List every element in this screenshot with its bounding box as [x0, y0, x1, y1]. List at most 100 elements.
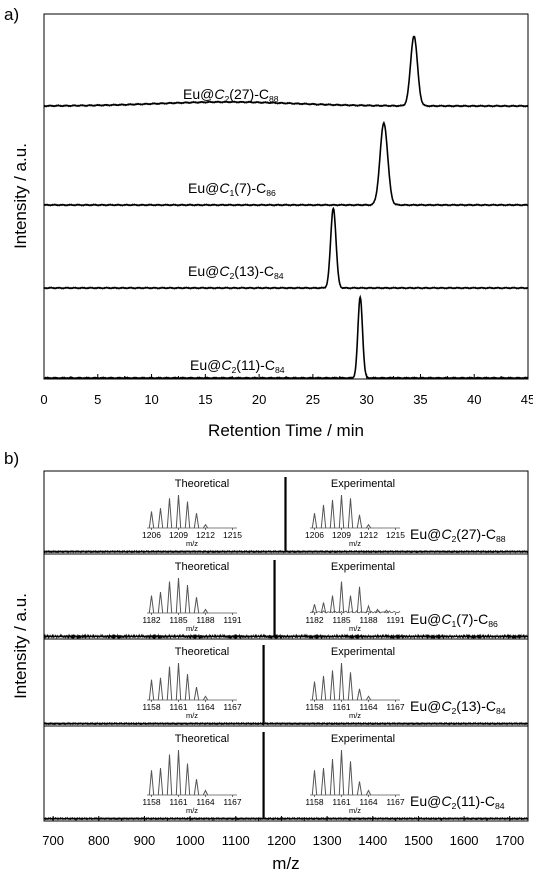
isotope-peak — [320, 675, 327, 701]
inset-tick-label: 1206 — [142, 530, 161, 540]
isotope-peak — [356, 586, 363, 614]
isotope-peak — [311, 604, 318, 614]
inset-tick-label: 1164 — [359, 702, 378, 712]
y-axis-label-a: Intensity / a.u. — [11, 143, 30, 249]
isotope-peak — [193, 513, 200, 529]
inset-tick-label: 1158 — [305, 702, 324, 712]
x-tick-label-b: 1500 — [404, 833, 433, 848]
isotope-peak — [184, 584, 191, 614]
inset-tick-label: 1161 — [332, 702, 351, 712]
theoretical-isotope-inset: 1182 1185 1188 1191 m/z Theoretical — [142, 561, 242, 633]
isotope-peak — [157, 767, 164, 796]
inset-tick-label: 1158 — [305, 797, 324, 807]
experimental-label: Experimental — [331, 478, 395, 490]
mass-spectrum-trace — [43, 559, 529, 640]
isotope-peak — [157, 677, 164, 701]
chromatogram-trace — [43, 294, 529, 380]
isotope-peak — [184, 674, 191, 701]
isotope-peak — [202, 789, 209, 796]
isotope-peak — [365, 695, 372, 701]
inset-tick-label: 1161 — [169, 702, 188, 712]
x-tick-label-b: 1300 — [313, 833, 342, 848]
compound-label: Eu@C2(13)-C84 — [410, 698, 506, 716]
isotope-peak — [329, 499, 336, 529]
plot-frame-a — [43, 13, 529, 380]
inset-axis-label: m/z — [349, 624, 361, 633]
isotope-peak — [193, 597, 200, 614]
compound-label: Eu@C1(7)-C86 — [410, 611, 498, 629]
x-tick-label-b: 700 — [42, 833, 64, 848]
isotope-peak — [365, 789, 372, 796]
x-tick-label-a: 40 — [467, 392, 481, 407]
inset-tick-label: 1215 — [386, 530, 405, 540]
plot-frame-b — [43, 470, 529, 822]
isotope-peak — [347, 761, 354, 796]
inset-tick-label: 1167 — [223, 797, 242, 807]
mass-spectrum-trace — [43, 644, 529, 727]
theoretical-isotope-inset: 1158 1161 1164 1167 m/z Theoretical — [142, 733, 242, 815]
x-tick-label-b: 1200 — [267, 833, 296, 848]
x-tick-label-a: 25 — [306, 392, 320, 407]
isotope-peak — [202, 695, 209, 701]
theoretical-label: Theoretical — [175, 733, 229, 745]
isotope-peak — [166, 666, 173, 701]
isotope-peak — [347, 672, 354, 701]
inset-tick-label: 1164 — [359, 797, 378, 807]
inset-axis-label: m/z — [349, 539, 361, 548]
inset-tick-label: 1167 — [386, 797, 405, 807]
inset-axis-label: m/z — [349, 806, 361, 815]
x-tick-label-a: 15 — [198, 392, 212, 407]
isotope-peak — [365, 523, 372, 529]
experimental-isotope-inset: 1206 1209 1212 1215 m/z Experimental — [305, 478, 405, 548]
isotope-peak — [338, 581, 345, 614]
x-tick-label-a: 45 — [521, 392, 533, 407]
isotope-peak — [166, 581, 173, 614]
isotope-peak — [175, 494, 182, 529]
isotope-peak — [184, 763, 191, 796]
isotope-peak — [175, 577, 182, 614]
x-tick-label-a: 30 — [359, 392, 373, 407]
inset-tick-label: 1191 — [386, 615, 405, 625]
x-tick-label-b: 900 — [134, 833, 156, 848]
theoretical-label: Theoretical — [175, 646, 229, 658]
isotope-peak — [311, 513, 318, 529]
isotope-peak — [202, 608, 209, 614]
experimental-isotope-inset: 1158 1161 1164 1167 m/z Experimental — [305, 646, 405, 720]
x-tick-label-b: 800 — [88, 833, 110, 848]
inset-axis-label: m/z — [186, 806, 198, 815]
chromatogram-trace — [43, 35, 529, 108]
inset-tick-label: 1209 — [332, 530, 351, 540]
chromatogram-trace — [43, 206, 529, 290]
x-tick-label-b: 1600 — [450, 833, 479, 848]
isotope-peak — [166, 498, 173, 529]
isotope-peak — [347, 595, 354, 614]
y-axis-label-b: Intensity / a.u. — [11, 593, 30, 699]
inset-tick-label: 1161 — [332, 797, 351, 807]
inset-tick-label: 1182 — [305, 615, 324, 625]
isotope-peak — [193, 686, 200, 701]
isotope-peak — [320, 602, 327, 614]
experimental-label: Experimental — [331, 646, 395, 658]
isotope-peak — [148, 770, 155, 796]
compound-label: Eu@C2(11)-C84 — [410, 793, 505, 811]
isotope-peak — [347, 498, 354, 529]
x-tick-label-b: 1000 — [176, 833, 205, 848]
panel-label-a: a) — [4, 5, 19, 24]
inset-tick-label: 1185 — [332, 615, 351, 625]
isotope-peak — [157, 591, 164, 614]
inset-axis-label: m/z — [349, 711, 361, 720]
inset-tick-label: 1182 — [142, 615, 161, 625]
theoretical-isotope-inset: 1158 1161 1164 1167 m/z Theoretical — [142, 646, 242, 720]
inset-tick-label: 1158 — [142, 702, 161, 712]
isotope-peak — [356, 781, 363, 796]
inset-tick-label: 1167 — [386, 702, 405, 712]
inset-tick-label: 1206 — [305, 530, 324, 540]
x-tick-label-a: 35 — [413, 392, 427, 407]
isotope-peak — [311, 681, 318, 701]
isotope-peak — [329, 595, 336, 614]
theoretical-label: Theoretical — [175, 478, 229, 490]
x-tick-label-a: 0 — [40, 392, 47, 407]
isotope-peak — [365, 604, 372, 614]
experimental-label: Experimental — [331, 733, 395, 745]
